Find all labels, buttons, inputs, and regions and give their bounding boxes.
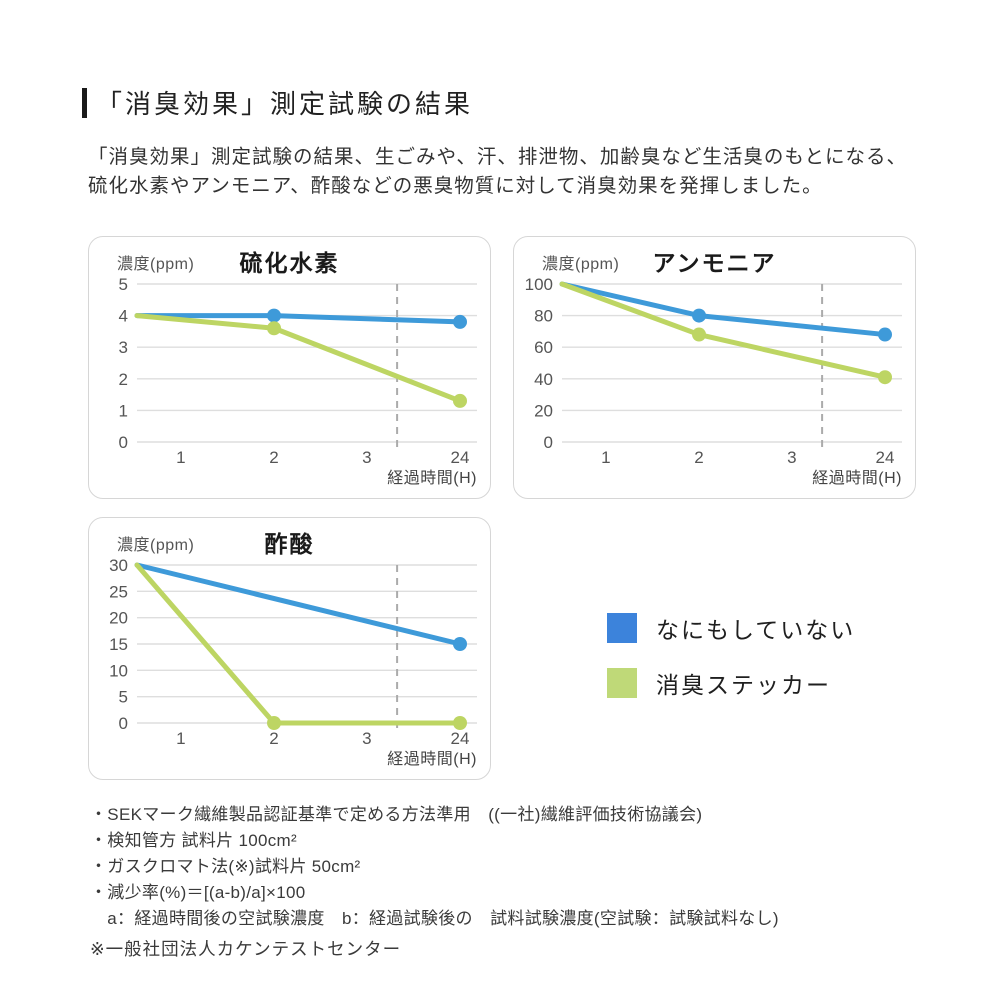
- svg-text:0: 0: [544, 433, 553, 452]
- legend-swatch-blue: [607, 613, 637, 643]
- footnote-line: ・ガスクロマト法(※)試料片 50cm²: [90, 857, 361, 876]
- svg-text:10: 10: [109, 661, 128, 680]
- footnote-line: ・検知管方 試料片 100cm²: [90, 831, 297, 850]
- legend: なにもしていない 消臭ステッカー: [607, 613, 855, 723]
- svg-text:1: 1: [601, 448, 610, 467]
- svg-text:25: 25: [109, 582, 128, 601]
- svg-text:1: 1: [176, 729, 185, 748]
- footnote-line: a：経過時間後の空試験濃度 b：経過試験後の 試料試験濃度(空試験：試験試料なし…: [90, 909, 779, 928]
- chart-title: アンモニア: [652, 250, 777, 276]
- svg-text:経過時間(H): 経過時間(H): [812, 469, 902, 487]
- svg-text:5: 5: [119, 688, 128, 707]
- svg-text:経過時間(H): 経過時間(H): [387, 469, 477, 487]
- acetic-acid-plot: 30 25 20 15 10 5 0 1 2 3 24 経過時間(H): [105, 556, 477, 768]
- legend-label-sticker: 消臭ステッカー: [656, 672, 831, 698]
- svg-text:2: 2: [269, 448, 278, 467]
- svg-text:2: 2: [269, 729, 278, 748]
- footnote-line: ・減少率(%)＝[(a-b)/a]×100: [90, 883, 306, 902]
- svg-text:1: 1: [119, 401, 128, 420]
- legend-swatch-green: [607, 668, 637, 698]
- svg-text:3: 3: [119, 338, 128, 357]
- title-accent-bar: [82, 87, 87, 118]
- svg-text:20: 20: [109, 609, 128, 628]
- svg-text:1: 1: [176, 448, 185, 467]
- intro-line-2: 硫化水素やアンモニア、酢酸などの悪臭物質に対して消臭効果を発揮しました。: [88, 175, 823, 197]
- svg-text:24: 24: [451, 729, 470, 748]
- footnote-org-note: ※一般社団法人カケンテストセンター: [90, 939, 402, 959]
- legend-label-untreated: なにもしていない: [656, 617, 856, 643]
- svg-text:2: 2: [119, 370, 128, 389]
- svg-text:経過時間(H): 経過時間(H): [387, 750, 477, 768]
- legend-item-sticker: 消臭ステッカー: [607, 668, 855, 698]
- page-title: 「消臭効果」測定試験の結果: [96, 89, 474, 119]
- chart-card-hydrogen-sulfide: 濃度(ppm) 硫化水素 5 4 3 2 1 0 1 2 3 24 経過時間(H): [88, 236, 491, 499]
- y-axis-label: 濃度(ppm): [542, 256, 620, 273]
- svg-text:40: 40: [534, 370, 553, 389]
- hydrogen-sulfide-plot: 5 4 3 2 1 0 1 2 3 24 経過時間(H): [105, 275, 477, 487]
- svg-text:3: 3: [787, 448, 796, 467]
- y-axis-label: 濃度(ppm): [117, 537, 195, 554]
- y-axis-label: 濃度(ppm): [117, 256, 195, 273]
- svg-text:60: 60: [534, 338, 553, 357]
- svg-text:20: 20: [534, 401, 553, 420]
- footnotes: ・SEKマーク繊維製品認証基準で定める方法準用 ((一社)繊維評価技術協議会) …: [90, 802, 779, 932]
- svg-text:3: 3: [362, 729, 371, 748]
- svg-text:3: 3: [362, 448, 371, 467]
- svg-text:100: 100: [525, 275, 553, 294]
- svg-text:0: 0: [119, 433, 128, 452]
- svg-text:2: 2: [694, 448, 703, 467]
- svg-text:0: 0: [119, 714, 128, 733]
- legend-item-untreated: なにもしていない: [607, 613, 855, 643]
- svg-text:80: 80: [534, 307, 553, 326]
- page-header: 「消臭効果」測定試験の結果: [82, 84, 473, 121]
- intro-line-1: 「消臭効果」測定試験の結果、生ごみや、汗、排泄物、加齢臭など生活臭のもとになる、: [88, 146, 908, 168]
- chart-card-ammonia: 濃度(ppm) アンモニア 100 80 60 40 20 0 1 2 3 24 経過時間(H): [513, 236, 916, 499]
- svg-text:15: 15: [109, 635, 128, 654]
- svg-text:5: 5: [119, 275, 128, 294]
- chart-card-acetic-acid: 濃度(ppm) 酢酸 30 25 20 15 10 5 0 1 2 3 24 経過時間(H): [88, 517, 491, 780]
- intro-paragraph: 「消臭効果」測定試験の結果、生ごみや、汗、排泄物、加齢臭など生活臭のもとになる、…: [88, 143, 907, 201]
- chart-title: 酢酸: [264, 531, 315, 557]
- svg-text:24: 24: [876, 448, 895, 467]
- svg-text:30: 30: [109, 556, 128, 575]
- footnote-line: ・SEKマーク繊維製品認証基準で定める方法準用 ((一社)繊維評価技術協議会): [90, 805, 703, 824]
- chart-title: 硫化水素: [239, 250, 340, 276]
- ammonia-plot: 100 80 60 40 20 0 1 2 3 24 経過時間(H): [525, 275, 902, 487]
- svg-text:24: 24: [451, 448, 470, 467]
- svg-text:4: 4: [119, 307, 128, 326]
